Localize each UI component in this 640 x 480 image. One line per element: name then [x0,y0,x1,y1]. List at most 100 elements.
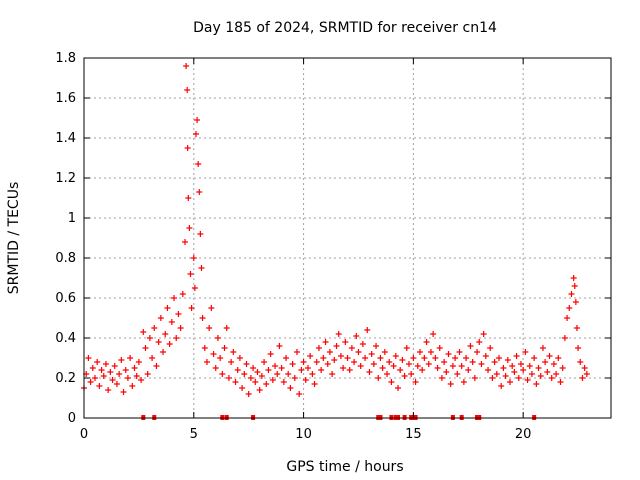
data-point [105,387,112,393]
data-point [214,335,221,341]
data-point [401,373,408,379]
data-point [465,367,472,373]
data-point [498,383,505,389]
data-point [568,291,575,297]
data-point [212,365,219,371]
data-point [199,315,206,321]
data-point [185,195,192,201]
data-point [127,355,134,361]
data-point [183,63,190,69]
data-point [410,355,417,361]
data-point [452,355,459,361]
data-point [245,391,252,397]
data-point [571,283,578,289]
data-point [416,349,423,355]
data-point [458,363,465,369]
data-point [311,381,318,387]
data-point [340,365,347,371]
data-point [236,355,243,361]
x-tick-label: 15 [405,427,422,442]
data-point [561,335,568,341]
data-point [335,331,342,337]
data-point [162,331,169,337]
y-tick-label: 1.2 [55,171,76,186]
data-point [583,371,590,377]
data-point [177,325,184,331]
data-point [351,359,358,365]
data-point [392,353,399,359]
tick-layer: 0 0.2 0.4 0.6 0.8 1 1.2 1.4 1.6 1.8 0 5 10 15 20 [55,51,611,442]
data-point [522,349,529,355]
data-point [201,345,208,351]
data-point [460,379,467,385]
data-point [386,359,393,365]
data-point [436,345,443,351]
data-point [157,315,164,321]
data-point [542,359,549,365]
data-point [353,333,360,339]
data-point [131,365,138,371]
data-point [241,371,248,377]
data-point [342,339,349,345]
data-point [557,379,564,385]
data-point [414,363,421,369]
data-point [190,255,197,261]
data-point [493,371,500,377]
data-point [388,379,395,385]
data-point [326,349,333,355]
x-tick-label: 20 [515,427,532,442]
data-point [575,345,582,351]
data-point [87,379,94,385]
data-point [166,341,173,347]
data-point [96,383,103,389]
data-point [566,305,573,311]
data-point [502,373,509,379]
data-point [243,361,250,367]
data-point [210,351,217,357]
data-point [348,345,355,351]
data-point [322,339,329,345]
data-point [397,367,404,373]
data-point [274,371,281,377]
data-point [364,327,371,333]
data-point [111,363,118,369]
data-point [517,361,524,367]
data-point [379,365,386,371]
data-point [206,325,213,331]
data-point [307,353,314,359]
data-point [368,351,375,357]
data-point [370,361,377,367]
data-point [579,375,586,381]
data-point [250,365,257,371]
data-point [474,349,481,355]
y-axis-title: SRMTID / TECUs [6,182,22,295]
data-point [480,331,487,337]
data-point [445,351,452,357]
data-point [184,87,191,93]
data-point [463,355,470,361]
data-point [318,367,325,373]
data-point [399,357,406,363]
data-point [208,305,215,311]
data-point [570,275,577,281]
data-point [384,371,391,377]
data-point [456,349,463,355]
data-point [381,349,388,355]
data-point [98,367,105,373]
data-point [179,291,186,297]
data-point [528,371,535,377]
data-point [267,351,274,357]
data-point [287,385,294,391]
data-point [164,305,171,311]
data-point [102,361,109,367]
data-point [116,371,123,377]
data-point [373,343,380,349]
data-point [553,371,560,377]
data-point [188,305,195,311]
data-point [313,359,320,365]
data-point [432,355,439,361]
data-point [331,357,338,363]
data-point [421,355,428,361]
